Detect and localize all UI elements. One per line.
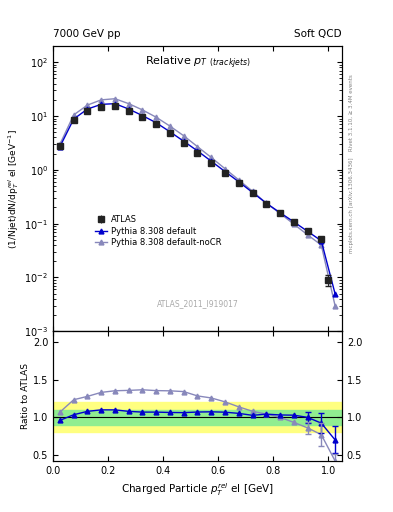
Pythia 8.308 default-noCR (113, 96, 118, 102)
Pythia 8.308 default (209, 158, 214, 164)
X-axis label: Charged Particle $p^{rel}_{T}$ el [GeV]: Charged Particle $p^{rel}_{T}$ el [GeV] (121, 481, 274, 498)
Pythia 8.308 default (182, 138, 186, 144)
Text: Rivet 3.1.10, ≥ 3.4M events: Rivet 3.1.10, ≥ 3.4M events (349, 74, 354, 151)
Pythia 8.308 default (250, 189, 255, 196)
Text: 7000 GeV pp: 7000 GeV pp (53, 29, 121, 39)
Pythia 8.308 default-noCR (209, 155, 214, 161)
Pythia 8.308 default-noCR (292, 221, 296, 227)
Line: Pythia 8.308 default-noCR: Pythia 8.308 default-noCR (57, 96, 338, 308)
Pythia 8.308 default-noCR (264, 200, 269, 206)
Text: mcplots.cern.ch [arXiv:1306.3436]: mcplots.cern.ch [arXiv:1306.3436] (349, 157, 354, 252)
Line: Pythia 8.308 default: Pythia 8.308 default (57, 101, 338, 296)
Pythia 8.308 default (72, 116, 76, 122)
Pythia 8.308 default-noCR (237, 177, 241, 183)
Pythia 8.308 default-noCR (182, 133, 186, 139)
Pythia 8.308 default-noCR (278, 210, 283, 217)
Pythia 8.308 default (305, 228, 310, 234)
Pythia 8.308 default (278, 209, 283, 216)
Pythia 8.308 default-noCR (140, 107, 145, 113)
Pythia 8.308 default-noCR (222, 165, 227, 172)
Pythia 8.308 default (333, 290, 338, 296)
Pythia 8.308 default (140, 113, 145, 119)
Pythia 8.308 default-noCR (72, 112, 76, 118)
Pythia 8.308 default (292, 219, 296, 225)
Pythia 8.308 default (99, 101, 104, 108)
Pythia 8.308 default (264, 200, 269, 206)
Text: Relative $p_{T}$ $_{(track jets)}$: Relative $p_{T}$ $_{(track jets)}$ (145, 55, 250, 71)
Text: ATLAS_2011_I919017: ATLAS_2011_I919017 (156, 300, 239, 308)
Pythia 8.308 default-noCR (333, 303, 338, 309)
Pythia 8.308 default-noCR (168, 123, 173, 129)
Pythia 8.308 default-noCR (250, 188, 255, 195)
Y-axis label: (1/Njet)dN/dp$^{rel}_{T}$ el [GeV$^{-1}$]: (1/Njet)dN/dp$^{rel}_{T}$ el [GeV$^{-1}$… (7, 129, 22, 248)
Pythia 8.308 default-noCR (58, 141, 62, 147)
Pythia 8.308 default (113, 100, 118, 106)
Pythia 8.308 default-noCR (305, 232, 310, 238)
Pythia 8.308 default (58, 143, 62, 150)
Pythia 8.308 default (222, 168, 227, 175)
Text: Soft QCD: Soft QCD (294, 29, 342, 39)
Pythia 8.308 default (237, 179, 241, 185)
Pythia 8.308 default-noCR (85, 102, 90, 108)
Pythia 8.308 default (319, 238, 324, 244)
Pythia 8.308 default (154, 120, 159, 126)
Pythia 8.308 default-noCR (127, 100, 131, 106)
Pythia 8.308 default (195, 148, 200, 154)
Pythia 8.308 default-noCR (99, 97, 104, 103)
Pythia 8.308 default (127, 106, 131, 112)
Pythia 8.308 default-noCR (154, 114, 159, 120)
Y-axis label: Ratio to ATLAS: Ratio to ATLAS (21, 363, 30, 429)
Pythia 8.308 default-noCR (319, 242, 324, 248)
Legend: ATLAS, Pythia 8.308 default, Pythia 8.308 default-noCR: ATLAS, Pythia 8.308 default, Pythia 8.30… (95, 215, 221, 247)
Pythia 8.308 default-noCR (195, 143, 200, 150)
Pythia 8.308 default (85, 106, 90, 112)
Pythia 8.308 default (168, 129, 173, 135)
